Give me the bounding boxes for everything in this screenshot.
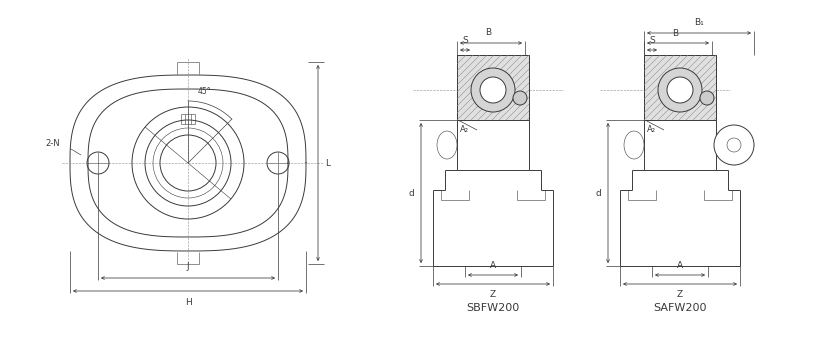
Text: 2-N: 2-N <box>46 139 60 147</box>
Text: J: J <box>187 262 189 271</box>
Circle shape <box>667 77 693 103</box>
Text: H: H <box>184 298 192 307</box>
Circle shape <box>513 91 527 105</box>
Circle shape <box>480 77 506 103</box>
Text: d: d <box>408 189 414 197</box>
Text: B₁: B₁ <box>694 18 704 27</box>
Circle shape <box>471 68 515 112</box>
Text: L: L <box>325 159 330 168</box>
Text: SAFW200: SAFW200 <box>654 303 707 313</box>
Ellipse shape <box>624 131 644 159</box>
Text: Z: Z <box>490 290 496 299</box>
Circle shape <box>658 68 702 112</box>
Ellipse shape <box>437 131 457 159</box>
Bar <box>457 55 529 120</box>
Text: A: A <box>677 261 683 270</box>
Text: B: B <box>672 29 678 38</box>
Text: B: B <box>485 28 491 37</box>
Text: 45°: 45° <box>198 87 211 96</box>
Text: S: S <box>649 36 655 45</box>
Circle shape <box>714 125 754 165</box>
Text: A₂: A₂ <box>647 125 656 134</box>
Text: d: d <box>595 189 601 197</box>
Text: SBFW200: SBFW200 <box>467 303 520 313</box>
Text: S: S <box>462 36 468 45</box>
Text: Z: Z <box>677 290 683 299</box>
Text: A₂: A₂ <box>460 125 469 134</box>
Circle shape <box>700 91 714 105</box>
Bar <box>644 55 716 120</box>
Text: A: A <box>490 261 496 270</box>
